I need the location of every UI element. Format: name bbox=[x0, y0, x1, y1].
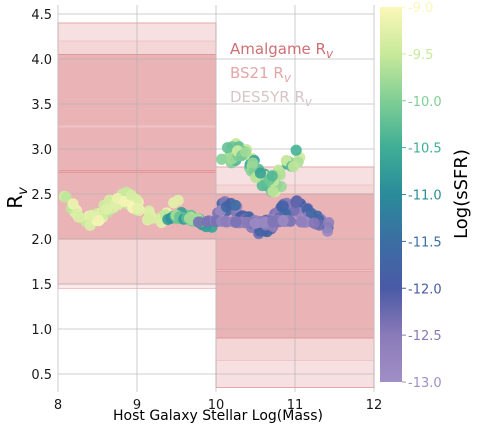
scatter-point bbox=[323, 217, 335, 229]
legend-entry: Amalgame Rv bbox=[230, 40, 334, 61]
y-tick-label: 2.0 bbox=[31, 233, 52, 248]
colorbar-tick-label: -10.0 bbox=[408, 95, 442, 110]
legend-label: BS21 R bbox=[230, 64, 284, 82]
colorbar: -9.0 -9.5 -10.0 -10.5 -11.0 -11.5 -12.0 -12.5 -1… bbox=[380, 1, 472, 391]
scatter-point bbox=[247, 157, 259, 169]
y-tick-label: 3.0 bbox=[31, 143, 52, 158]
scatter-point bbox=[93, 215, 105, 227]
y-tick-label: 0.5 bbox=[31, 368, 52, 383]
x-axis-title: Host Galaxy Stellar Log(Mass) bbox=[113, 408, 323, 424]
x-tick-label: 11 bbox=[287, 398, 304, 413]
y-tick-label: 4.5 bbox=[31, 8, 52, 23]
legend-label: DES5YR R bbox=[230, 88, 305, 106]
scatter-point bbox=[290, 144, 302, 156]
scatter-point bbox=[258, 216, 271, 229]
scatter-point bbox=[60, 191, 72, 203]
scatter-point bbox=[240, 146, 252, 158]
legend-entry: BS21 Rv bbox=[230, 64, 292, 85]
scatter-point bbox=[321, 225, 334, 237]
colorbar-bar bbox=[380, 7, 402, 382]
scatter-point bbox=[277, 200, 289, 212]
scatter-point bbox=[249, 217, 261, 229]
scatter-point bbox=[74, 211, 86, 223]
scatter-point bbox=[216, 153, 228, 165]
scatter-point bbox=[67, 198, 79, 210]
scatter-point bbox=[229, 199, 241, 211]
colorbar-tick-label: -10.5 bbox=[408, 142, 442, 157]
legend-label-sub: v bbox=[326, 47, 334, 61]
y-tick-label: 4.0 bbox=[31, 53, 52, 68]
scatter-point bbox=[221, 142, 234, 154]
scatter-point bbox=[172, 194, 184, 207]
axes: 8 9 10 11 12 0.5 1.0 1.5 2.0 2.5 3.0 3.5 4.0 4.5 Host … bbox=[3, 8, 382, 424]
scatter-point bbox=[267, 185, 279, 198]
x-tick-label: 12 bbox=[366, 398, 383, 413]
y-tick-label: 2.5 bbox=[31, 188, 52, 203]
scatter-point bbox=[142, 213, 154, 225]
scatter-point bbox=[308, 217, 320, 229]
scatter-point bbox=[101, 203, 113, 215]
colorbar-tick-label: -9.0 bbox=[408, 1, 433, 16]
y-tick-label: 1.5 bbox=[31, 278, 52, 293]
x-tick-label: 10 bbox=[208, 398, 225, 413]
legend-label-sub: v bbox=[284, 71, 292, 85]
colorbar-title: Log(sSFR) bbox=[451, 149, 472, 239]
legend-label-sub: v bbox=[305, 95, 313, 109]
legend-label: Amalgame R bbox=[230, 40, 326, 58]
scatter-point bbox=[295, 216, 308, 228]
scatter-points bbox=[58, 138, 335, 240]
y-axis-title-sub: v bbox=[16, 187, 31, 195]
y-tick-label: 1.0 bbox=[31, 323, 52, 338]
colorbar-tick-label: -11.5 bbox=[408, 235, 442, 250]
scatter-point bbox=[192, 216, 205, 228]
scatter-point bbox=[241, 216, 253, 229]
scatter-point bbox=[132, 202, 144, 214]
y-tick-label: 3.5 bbox=[31, 98, 52, 113]
scatter-point bbox=[277, 214, 289, 227]
colorbar-tick-label: -13.0 bbox=[408, 376, 442, 391]
scatter-point bbox=[267, 216, 279, 228]
colorbar-tick-label: -12.0 bbox=[408, 282, 442, 297]
scatter-point bbox=[287, 160, 300, 173]
x-tick-label: 8 bbox=[54, 398, 62, 413]
y-axis-title: Rv bbox=[3, 187, 31, 209]
scatter-point bbox=[230, 216, 242, 228]
x-tick-label: 9 bbox=[133, 398, 141, 413]
scatter-point bbox=[266, 170, 278, 182]
scatter-point bbox=[254, 167, 267, 179]
scatter-point bbox=[125, 189, 137, 201]
legend-entry: DES5YR Rv bbox=[230, 88, 313, 109]
colorbar-tick-label: -9.5 bbox=[408, 48, 433, 63]
colorbar-tick-label: -12.5 bbox=[408, 329, 442, 344]
colorbar-tick-label: -11.0 bbox=[408, 189, 442, 204]
scatter-point bbox=[290, 195, 303, 208]
